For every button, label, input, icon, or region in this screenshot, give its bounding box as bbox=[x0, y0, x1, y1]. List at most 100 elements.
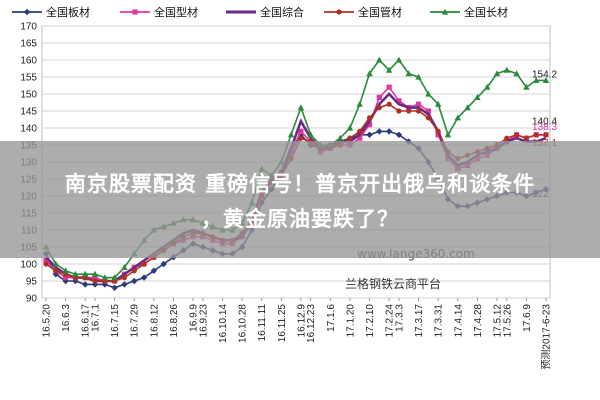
data-point bbox=[307, 131, 314, 138]
y-tick-label: 160 bbox=[20, 56, 37, 67]
data-point bbox=[131, 277, 138, 285]
data-point bbox=[121, 275, 128, 281]
x-tick-label: 16.12.9 bbox=[296, 304, 307, 338]
data-point bbox=[386, 84, 392, 90]
x-tick-label: 17.6.9 bbox=[522, 304, 533, 332]
data-point bbox=[92, 278, 98, 284]
data-point bbox=[63, 275, 69, 281]
headline-line-1[interactable]: 南京股票配资 重磅信号！普京开出俄乌和谈条件 bbox=[64, 172, 536, 196]
x-tick-label: 17.4.28 bbox=[473, 304, 484, 338]
data-point bbox=[425, 90, 432, 97]
x-tick-label: 16.10.28 bbox=[238, 304, 249, 343]
data-point bbox=[406, 108, 412, 114]
watermark-platform: 兰格钢铁云商平台 bbox=[345, 277, 442, 291]
data-point bbox=[297, 104, 305, 111]
data-point bbox=[396, 98, 402, 104]
data-point bbox=[513, 70, 520, 77]
x-tick-label: 16.7.29 bbox=[130, 304, 141, 338]
x-tick-label: 17.2.10 bbox=[365, 304, 376, 338]
data-point bbox=[425, 108, 431, 114]
data-point bbox=[543, 132, 549, 138]
data-point bbox=[504, 135, 510, 141]
x-tick-label: 17.3.3 bbox=[394, 304, 405, 332]
data-point bbox=[82, 270, 89, 277]
x-tick-label: 17.4.14 bbox=[453, 304, 464, 338]
data-point bbox=[131, 268, 137, 274]
y-tick-label: 155 bbox=[20, 73, 37, 84]
x-tick-label: 17.2.24 bbox=[385, 304, 396, 338]
data-point bbox=[357, 128, 363, 134]
y-tick-label: 100 bbox=[20, 260, 37, 271]
data-point bbox=[92, 275, 98, 281]
legend-label: 全国长材 bbox=[464, 5, 508, 19]
data-point bbox=[385, 128, 393, 135]
data-point bbox=[298, 135, 304, 141]
data-point bbox=[121, 281, 128, 288]
legend-label: 全国型材 bbox=[154, 5, 198, 19]
x-tick-label: 16.8.26 bbox=[169, 304, 180, 338]
data-point bbox=[523, 135, 529, 141]
data-point bbox=[101, 274, 109, 281]
data-point bbox=[347, 135, 353, 141]
data-point bbox=[444, 131, 452, 138]
x-tick-label: 16.7.1 bbox=[91, 304, 102, 332]
data-point bbox=[82, 281, 89, 288]
data-point bbox=[111, 284, 118, 291]
data-point bbox=[376, 105, 382, 111]
data-point bbox=[415, 101, 422, 107]
headline-line-2[interactable]: ，黄金原油要跌了？ bbox=[201, 207, 399, 231]
data-point bbox=[435, 128, 441, 134]
x-tick-label: 16.12.23 bbox=[306, 304, 317, 343]
data-point bbox=[160, 260, 167, 268]
x-tick-label: 17.3.17 bbox=[414, 304, 425, 338]
end-value-label: 140.4 bbox=[532, 117, 557, 128]
data-point bbox=[366, 70, 373, 77]
x-tick-label: 16.7.15 bbox=[110, 304, 121, 338]
x-tick-label: 17.3.31 bbox=[434, 304, 445, 338]
legend-label: 全国管材 bbox=[358, 5, 402, 19]
data-point bbox=[53, 268, 59, 274]
data-point bbox=[287, 131, 295, 138]
x-tick-label: 17.1.6 bbox=[326, 304, 337, 332]
x-tick-label: 17.1.20 bbox=[345, 304, 356, 338]
data-point bbox=[366, 115, 373, 121]
data-point bbox=[357, 135, 363, 141]
y-tick-label: 90 bbox=[26, 294, 38, 305]
data-point bbox=[483, 83, 491, 90]
data-point bbox=[415, 73, 422, 80]
x-tick-label: 17.5.26 bbox=[502, 304, 513, 338]
y-tick-label: 170 bbox=[20, 22, 37, 33]
data-point bbox=[435, 132, 441, 138]
data-point bbox=[405, 70, 412, 77]
x-tick-label: 预测2017-6-23 bbox=[540, 304, 553, 370]
x-tick-label: 16.10.14 bbox=[218, 304, 229, 343]
legend-marker bbox=[441, 8, 449, 15]
data-point bbox=[43, 258, 49, 264]
data-point bbox=[141, 261, 147, 267]
data-point bbox=[336, 134, 344, 141]
data-point bbox=[523, 83, 530, 90]
data-point bbox=[366, 122, 373, 128]
x-tick-label: 16.6.17 bbox=[81, 304, 92, 338]
data-point bbox=[72, 270, 79, 277]
x-tick-label: 17.5.12 bbox=[492, 304, 503, 338]
end-value-label: 138.3 bbox=[532, 122, 557, 133]
data-point bbox=[356, 100, 363, 107]
x-tick-label: 16.8.12 bbox=[149, 304, 160, 338]
x-tick-label: 16.11.11 bbox=[257, 304, 268, 342]
series-line-4 bbox=[45, 58, 546, 279]
legend-label: 全国板材 bbox=[46, 5, 90, 19]
y-tick-label: 165 bbox=[20, 39, 37, 50]
x-tick-label: 16.9.9 bbox=[189, 304, 200, 332]
legend-label: 全国综合 bbox=[260, 5, 304, 19]
data-point bbox=[533, 132, 539, 138]
data-point bbox=[121, 264, 128, 270]
data-point bbox=[425, 115, 431, 121]
legend-marker bbox=[132, 9, 138, 15]
x-tick-label: 16.11.25 bbox=[277, 304, 288, 343]
legend-marker bbox=[23, 8, 31, 16]
data-point bbox=[395, 131, 403, 138]
data-point bbox=[503, 66, 510, 73]
data-point bbox=[396, 108, 402, 114]
data-point bbox=[493, 70, 501, 77]
